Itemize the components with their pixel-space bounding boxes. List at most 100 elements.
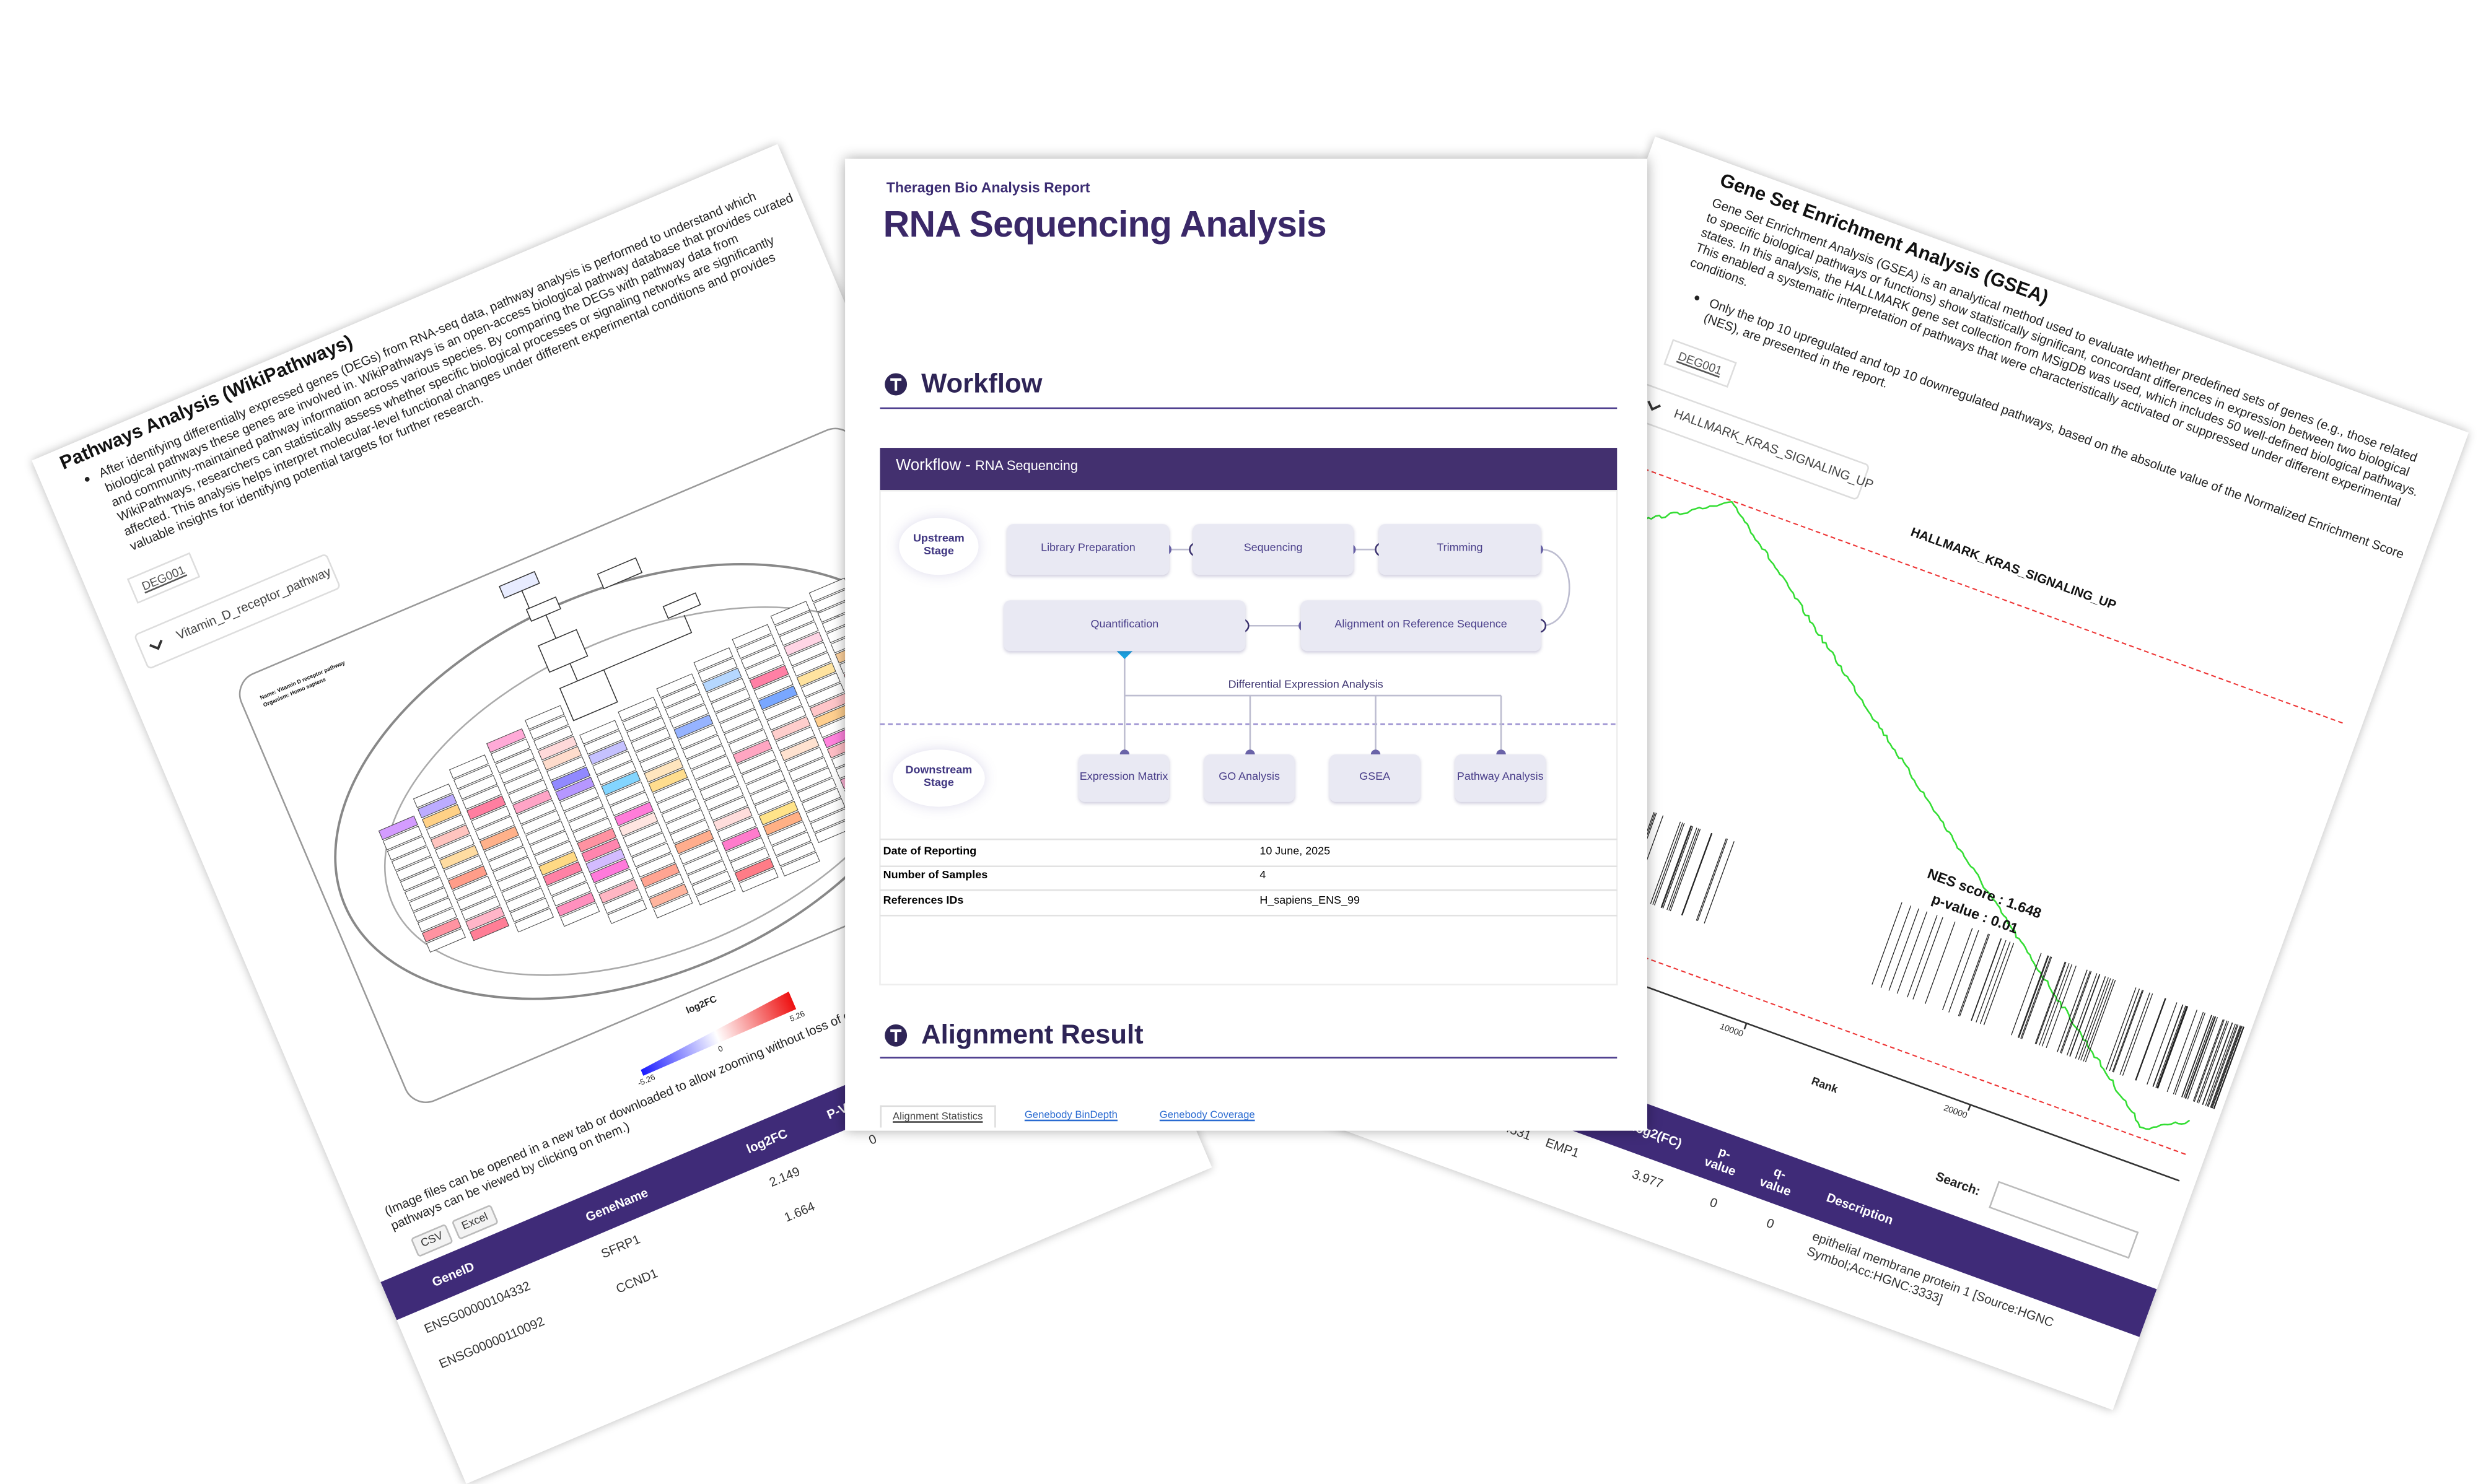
gene-box <box>543 861 583 886</box>
info-value: 4 <box>1259 870 1266 882</box>
tab[interactable]: Alignment Statistics <box>880 1105 996 1128</box>
gene-box <box>534 840 574 866</box>
gene-box <box>682 735 722 760</box>
gene-box <box>644 873 685 898</box>
rank-hit <box>1666 827 1697 910</box>
gene-box <box>387 836 427 861</box>
gene-box <box>753 675 794 700</box>
rank-hit <box>2020 956 2051 1039</box>
rank-hit <box>1697 839 1728 922</box>
rank-hit <box>2041 964 2073 1047</box>
gene-box <box>564 797 604 822</box>
gene-box <box>648 768 688 793</box>
gene-box <box>665 809 706 834</box>
gene-box <box>417 907 457 932</box>
stage: Pathways Analysis (WikiPathways) After i… <box>0 0 2478 1394</box>
gene-box <box>706 678 746 703</box>
gene-box <box>661 799 701 824</box>
accordion[interactable]: Vitamin_D_receptor_pathway <box>133 552 341 670</box>
gene-box <box>603 889 643 914</box>
gene-box <box>683 850 723 875</box>
gene-box <box>775 726 815 751</box>
gene-box <box>465 906 506 931</box>
rank-hit <box>1948 930 1979 1013</box>
rank-hit <box>2060 971 2092 1054</box>
gene-box <box>471 805 511 831</box>
gene-box <box>724 718 764 744</box>
rank-hit <box>2192 1019 2224 1102</box>
tab[interactable]: Genebody Coverage <box>1159 1110 1255 1122</box>
gene-box <box>792 652 832 677</box>
gene-box <box>594 868 634 894</box>
gene-box <box>695 766 735 790</box>
pathway-diagram <box>239 427 1022 1103</box>
gene-box <box>754 790 794 815</box>
rank-hit <box>1971 938 2002 1021</box>
rank-hit <box>1650 821 1681 904</box>
gene-box <box>784 746 824 772</box>
gene-box <box>491 738 531 764</box>
info-row: References IDs H_sapiens_ENS_99 <box>880 889 1618 917</box>
gene-box <box>521 810 561 835</box>
gene-box <box>588 740 628 765</box>
rank-hit <box>1912 917 1943 1000</box>
gene-box <box>771 716 811 741</box>
rank-hit <box>2197 1020 2228 1103</box>
report-page: Theragen Bio Analysis Report RNA Sequenc… <box>845 159 1647 1131</box>
gene-box <box>585 848 626 873</box>
gene-box <box>449 754 489 779</box>
rank-hit <box>1872 902 1902 985</box>
gene-box <box>660 683 701 709</box>
gene-box <box>512 790 553 814</box>
accordion[interactable]: HALLMARK_KRAS_SIGNALING_UP <box>1630 382 1875 501</box>
gene-box <box>547 871 587 896</box>
legend-bar <box>641 991 797 1076</box>
gene-box <box>719 709 760 733</box>
gene-box <box>408 887 449 912</box>
rank-hit <box>2080 978 2111 1061</box>
gene-box <box>395 856 436 881</box>
gene-box <box>525 705 565 730</box>
pathway-node <box>499 570 540 599</box>
gene-box <box>475 816 515 840</box>
gene-box <box>780 852 820 877</box>
gene-box <box>382 826 422 850</box>
tab[interactable]: Genebody BinDepth <box>1024 1110 1118 1122</box>
gene-box <box>636 853 676 878</box>
gene-box <box>559 787 600 812</box>
gene-box <box>673 714 714 739</box>
info-label: Number of Samples <box>883 870 988 882</box>
section-heading: Workflow <box>921 368 1043 399</box>
rank-hit <box>2011 953 2042 1036</box>
rank-hit <box>2147 1002 2178 1085</box>
gene-box <box>732 739 773 764</box>
gene-box <box>462 785 502 810</box>
gene-box <box>581 838 621 863</box>
gene-box <box>665 694 705 718</box>
icon-glyph <box>890 378 902 1042</box>
gene-box <box>551 881 592 907</box>
gene-box <box>730 847 770 872</box>
gene-box <box>805 798 846 823</box>
pathway-node <box>662 592 701 619</box>
gene-box <box>779 621 819 646</box>
rank-hit <box>2112 990 2143 1072</box>
gene-box <box>542 746 582 771</box>
gene-box <box>770 601 810 626</box>
gene-box <box>626 717 667 742</box>
gene-box <box>614 801 654 827</box>
gene-box <box>623 822 663 847</box>
branch-label: Differential Expression Analysis <box>1228 679 1383 691</box>
rank-hit <box>2112 990 2144 1073</box>
pathway-node <box>597 557 643 590</box>
brand: Theragen Bio Analysis Report <box>886 179 1090 196</box>
gene-box <box>766 705 807 731</box>
page: RNA Sequencing Analysis { "center": { "b… <box>0 0 2478 1394</box>
gene-box <box>533 725 574 751</box>
rank-hit <box>1896 911 1928 994</box>
rank-hit <box>1880 905 1912 988</box>
rank-hit <box>2157 1006 2189 1089</box>
gene-box <box>699 775 740 801</box>
gene-box <box>601 770 641 796</box>
gene-box <box>736 634 776 659</box>
